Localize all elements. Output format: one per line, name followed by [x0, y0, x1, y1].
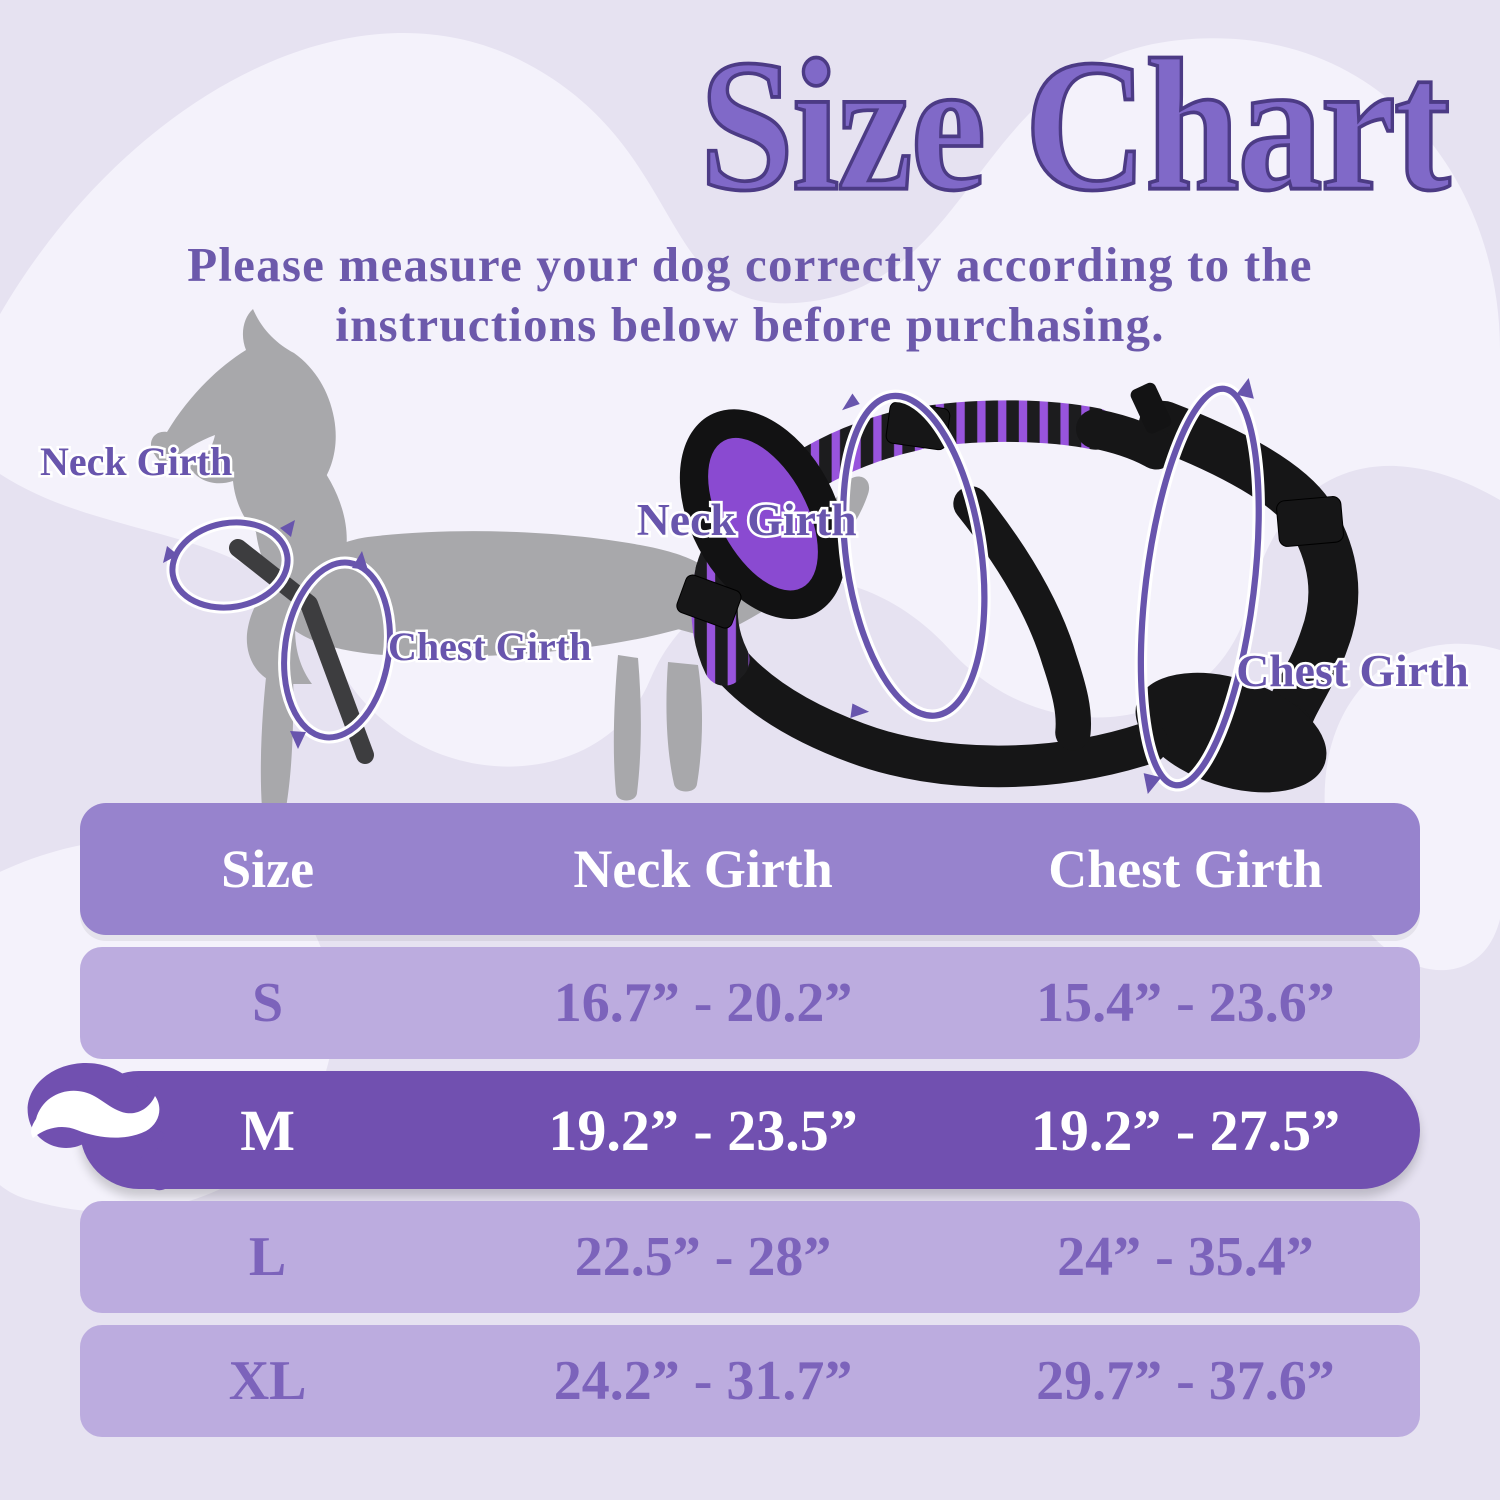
svg-text:Chest Girth: Chest Girth [1236, 645, 1469, 696]
svg-text:Neck Girth: Neck Girth [637, 494, 857, 545]
